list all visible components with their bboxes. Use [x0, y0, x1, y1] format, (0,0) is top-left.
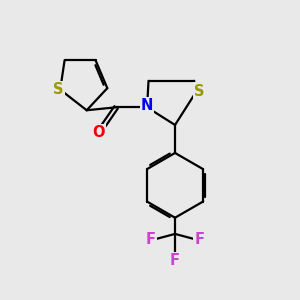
Text: N: N	[141, 98, 153, 113]
Text: S: S	[53, 82, 64, 97]
Text: F: F	[146, 232, 156, 247]
Text: F: F	[170, 253, 180, 268]
Text: S: S	[194, 84, 204, 99]
Text: O: O	[92, 125, 105, 140]
Text: F: F	[194, 232, 205, 247]
